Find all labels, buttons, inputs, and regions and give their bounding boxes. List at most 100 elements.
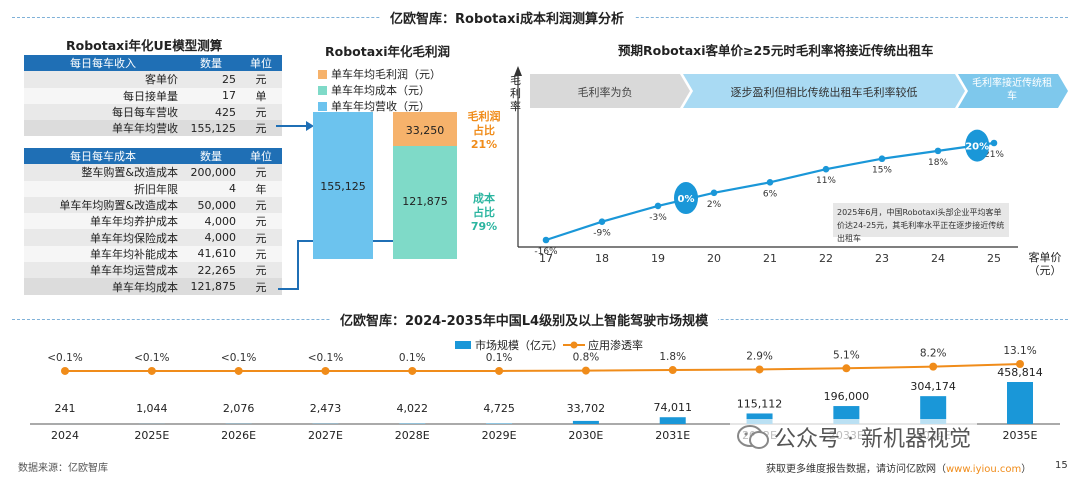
table-row: 单车年均保险成本 4,000 元 bbox=[24, 229, 282, 246]
penetration-label: 0.1% bbox=[486, 352, 513, 364]
header-cell: 每日每车收入 bbox=[24, 55, 182, 72]
penetration-point bbox=[321, 366, 330, 375]
market-size-bar bbox=[572, 420, 599, 424]
table-cell: 元 bbox=[240, 164, 282, 181]
margin-point-label: 18% bbox=[928, 158, 948, 168]
table-cell: 4 bbox=[182, 180, 240, 197]
footer-text: 获取更多维度报告数据，请访问亿欧网（ bbox=[766, 464, 946, 475]
share-text: 79% bbox=[470, 220, 498, 233]
category-label: 2027E bbox=[308, 429, 343, 442]
wechat-icon bbox=[737, 425, 769, 449]
note-box bbox=[833, 203, 1009, 237]
table-cell: 155,125 bbox=[182, 120, 240, 137]
penetration-label: 5.1% bbox=[833, 349, 860, 361]
penetration-label: <0.1% bbox=[47, 352, 82, 364]
legend-market-size: 市场规模（亿元） bbox=[455, 337, 563, 353]
x-tick-label: 18 bbox=[595, 252, 609, 265]
header-cell: 单位 bbox=[240, 148, 282, 165]
y-axis-arrow bbox=[514, 66, 522, 76]
table-cell: 年 bbox=[240, 180, 282, 197]
category-label: 2030E bbox=[568, 429, 603, 442]
note-text: 2025年6月，中国Robotaxi头部企业平均客单价达24-25元，其毛利率水… bbox=[837, 208, 1005, 243]
market-size-label: 74,011 bbox=[653, 401, 692, 414]
category-label: 2025E bbox=[134, 429, 169, 442]
table-cell: 元 bbox=[240, 278, 282, 295]
table-cell: 整车购置&改造成本 bbox=[24, 164, 182, 181]
category-label: 2031E bbox=[655, 429, 690, 442]
margin-point bbox=[710, 189, 718, 197]
legend-profit: 单车年均毛利润（元） bbox=[318, 66, 441, 82]
x-tick-label: 23 bbox=[875, 252, 889, 265]
phase-chevron-1 bbox=[530, 74, 690, 108]
share-text: 21% bbox=[470, 138, 498, 151]
table-cell: 50,000 bbox=[182, 196, 240, 214]
phase-chevron-2 bbox=[683, 74, 965, 108]
cost-value-label: 121,875 bbox=[402, 195, 448, 208]
x-tick-label: 19 bbox=[651, 252, 665, 265]
profit-share-label: 毛利润 占比 21% bbox=[466, 110, 502, 152]
penetration-point bbox=[1016, 360, 1024, 368]
share-text: 成本 bbox=[473, 192, 495, 205]
penetration-point bbox=[147, 366, 156, 375]
market-size-label: 1,044 bbox=[136, 402, 168, 415]
table-cell: 单车年均养护成本 bbox=[24, 213, 182, 230]
bar-revenue bbox=[313, 112, 373, 259]
x-tick-label: 17 bbox=[539, 252, 553, 265]
margin-point bbox=[878, 155, 886, 163]
margin-point-label: 11% bbox=[816, 176, 836, 186]
penetration-label: 13.1% bbox=[1003, 345, 1036, 357]
bar-profit bbox=[393, 112, 457, 146]
legend-label: 单车年均毛利润（元） bbox=[331, 68, 441, 81]
table-row: 单车年均养护成本 4,000 元 bbox=[24, 213, 282, 230]
margin-point bbox=[990, 139, 998, 147]
table-cell: 单车年均购置&改造成本 bbox=[24, 196, 182, 214]
table-row: 单车年均成本 121,875 元 bbox=[24, 278, 282, 295]
bottom-section-title: 亿欧智库：2024-2035年中国L4级别及以上智能驾驶市场规模 bbox=[330, 310, 719, 329]
category-label: 2026E bbox=[221, 429, 256, 442]
market-size-label: 115,112 bbox=[737, 397, 783, 410]
phase-label-2: 逐步盈利但相比传统出租车毛利率较低 bbox=[730, 86, 918, 99]
table-cell: 425 bbox=[182, 103, 240, 121]
table-cell: 41,610 bbox=[182, 245, 240, 263]
table-cell: 元 bbox=[240, 71, 282, 88]
legend-swatch bbox=[455, 341, 471, 349]
legend-label: 单车年均营收（元） bbox=[331, 100, 430, 113]
table-row: 每日接单量 17 单 bbox=[24, 87, 282, 104]
page-number: 15 bbox=[1055, 460, 1068, 471]
table-cell: 单 bbox=[240, 87, 282, 104]
legend-swatch bbox=[318, 69, 327, 79]
share-text: 占比 bbox=[473, 206, 495, 219]
x-tick-label: 24 bbox=[931, 252, 945, 265]
market-size-label: 458,814 bbox=[997, 366, 1043, 379]
market-size-label: 2,076 bbox=[223, 402, 255, 415]
penetration-label: <0.1% bbox=[221, 352, 256, 364]
x-tick-label: 21 bbox=[763, 252, 777, 265]
margin-point bbox=[766, 179, 774, 186]
milestone-bubble-label: 20% bbox=[965, 142, 989, 153]
table-cell: 每日接单量 bbox=[24, 87, 182, 104]
table-row: 整车购置&改造成本 200,000 元 bbox=[24, 164, 282, 181]
header-cell: 数量 bbox=[182, 55, 240, 72]
phase-label-3: 毛利率接近传统租车 bbox=[972, 78, 1052, 102]
footer-link[interactable]: www.iyiou.com bbox=[946, 464, 1022, 475]
table-row: 折旧年限 4 年 bbox=[24, 180, 282, 197]
table-row: 单车年均营收 155,125 元 bbox=[24, 120, 282, 137]
table-cell: 单车年均成本 bbox=[24, 278, 182, 295]
legend-penetration: 应用渗透率 bbox=[563, 337, 643, 353]
share-text: 占比 bbox=[473, 124, 495, 137]
footer-text: ） bbox=[1021, 464, 1032, 475]
header-cell: 数量 bbox=[182, 148, 240, 165]
ue-table-title: Robotaxi年化UE模型测算 bbox=[66, 38, 223, 53]
table-cell: 客单价 bbox=[24, 71, 182, 88]
milestone-bubble bbox=[965, 129, 990, 162]
penetration-line bbox=[65, 363, 1021, 372]
penetration-point bbox=[61, 366, 69, 375]
penetration-point bbox=[668, 366, 677, 375]
margin-point-label: 21% bbox=[984, 150, 1004, 160]
table-cell: 元 bbox=[240, 262, 282, 279]
top-section-title: 亿欧智库：Robotaxi成本利润测算分析 bbox=[380, 8, 635, 27]
data-source: 数据来源：亿欧智库 bbox=[18, 463, 108, 474]
margin-point bbox=[654, 202, 662, 210]
market-size-label: 33,702 bbox=[567, 402, 606, 415]
